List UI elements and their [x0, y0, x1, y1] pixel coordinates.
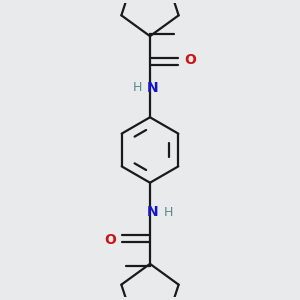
Text: O: O: [184, 53, 196, 67]
Text: N: N: [147, 205, 158, 219]
Text: H: H: [133, 81, 142, 94]
Text: O: O: [104, 233, 116, 247]
Text: N: N: [147, 81, 158, 95]
Text: H: H: [163, 206, 173, 219]
